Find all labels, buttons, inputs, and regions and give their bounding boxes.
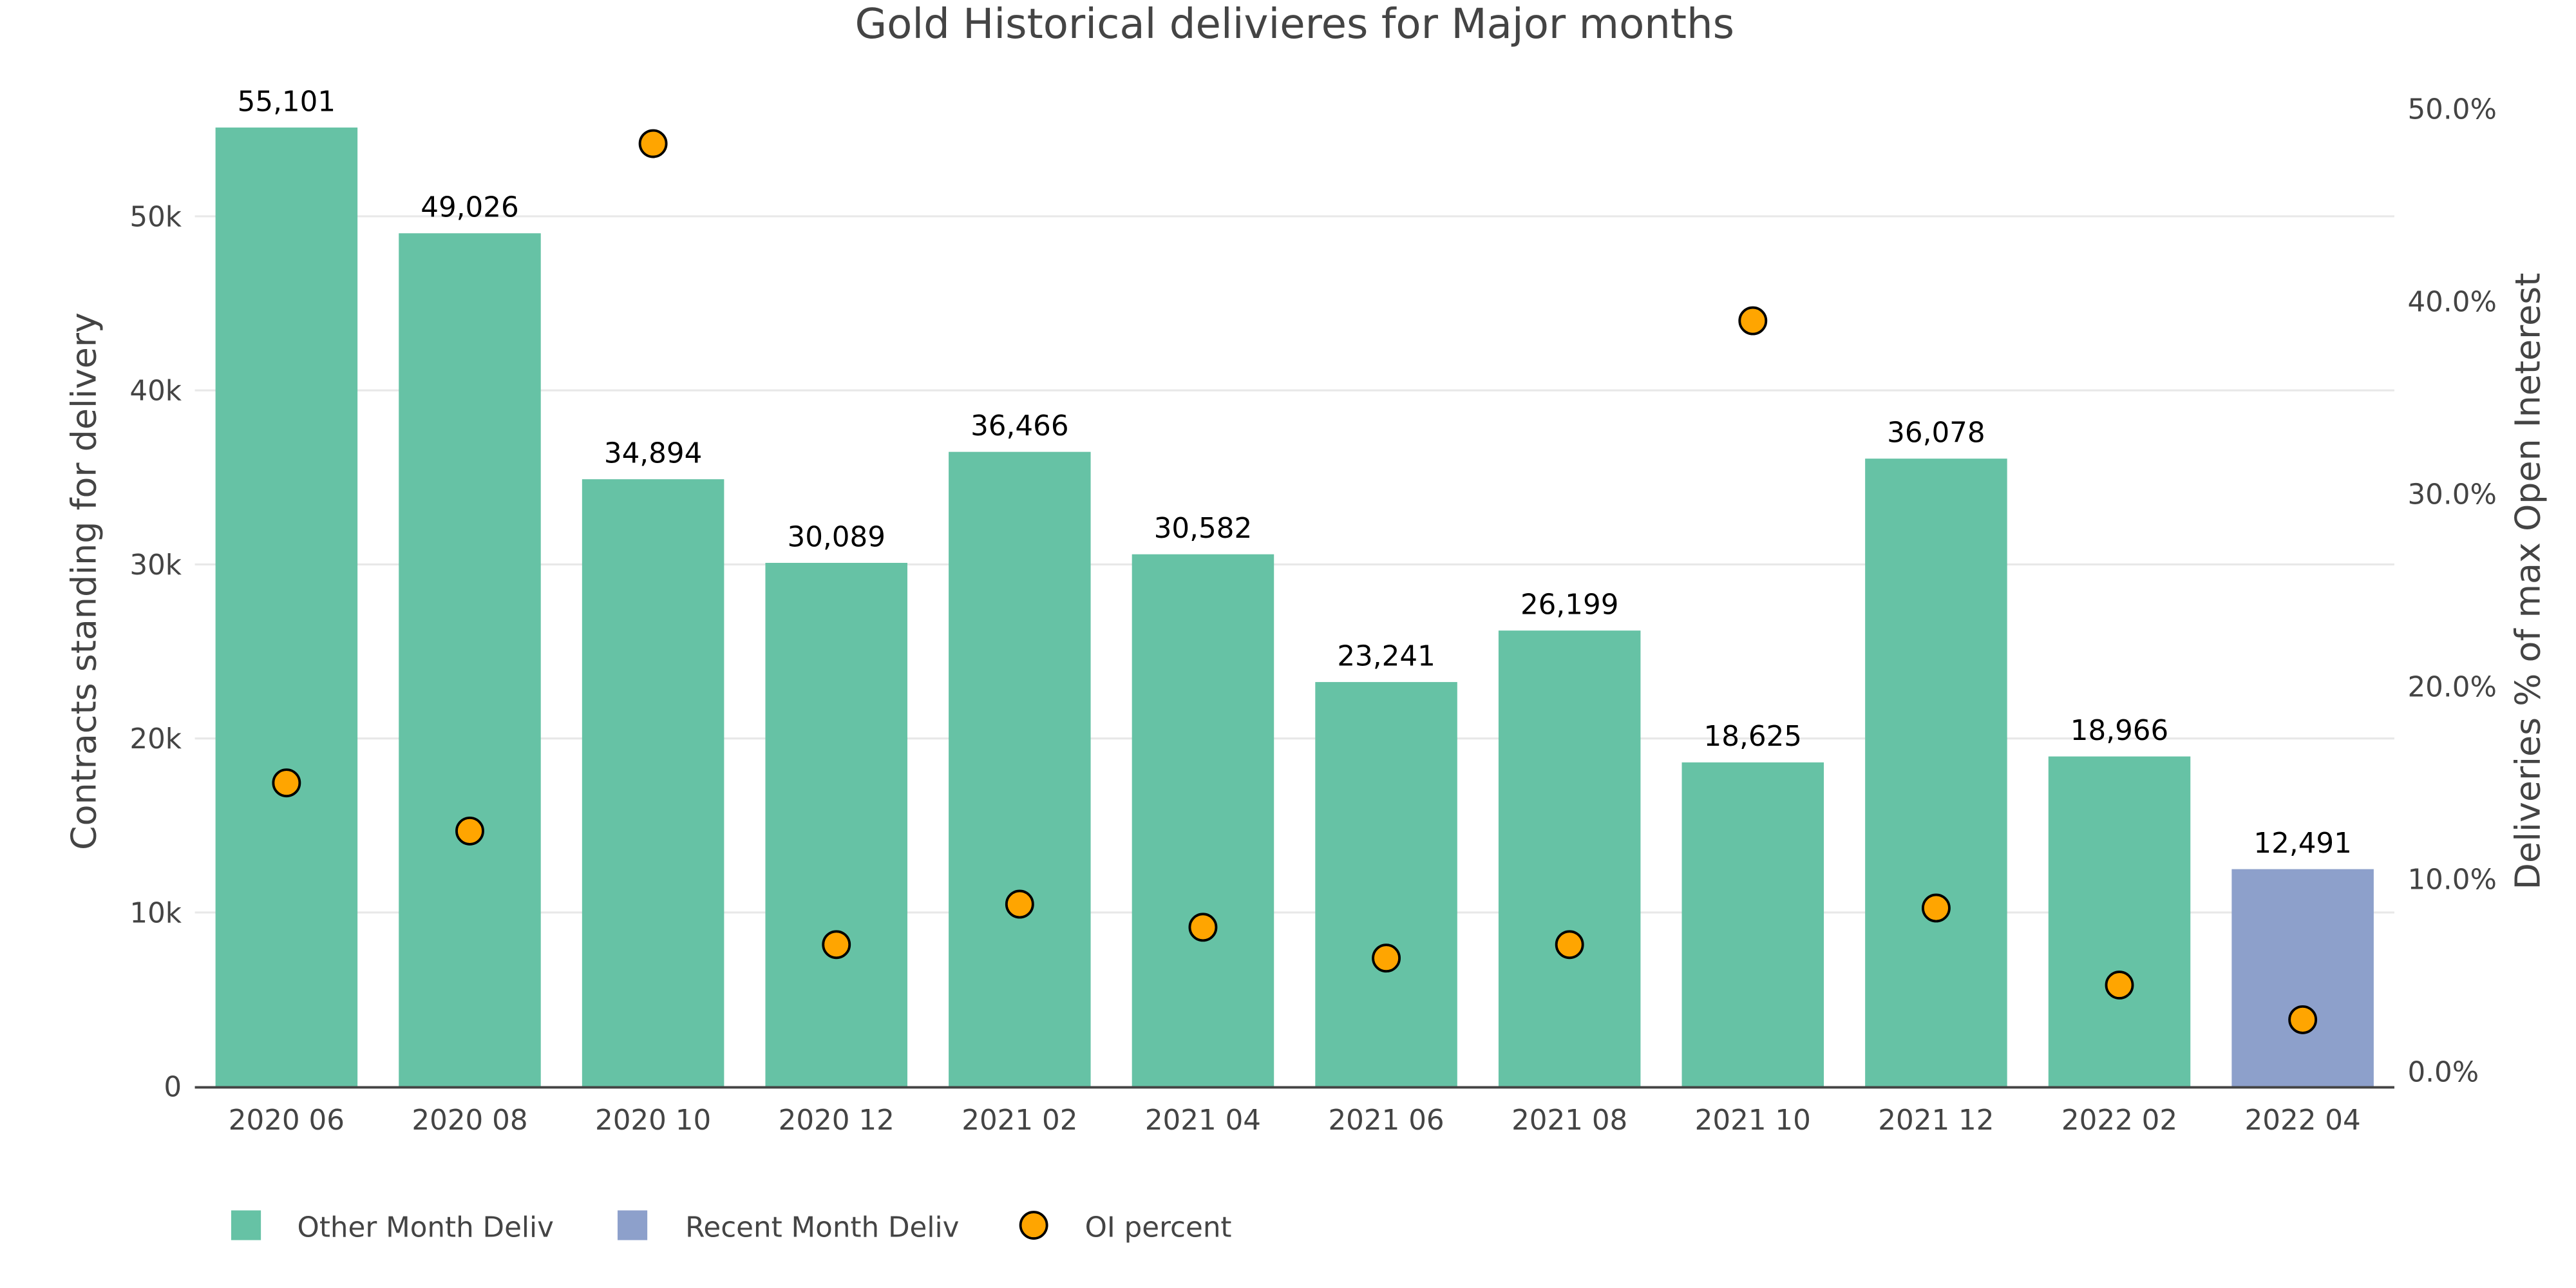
oi-percent-point[interactable]	[822, 930, 851, 960]
x-tick-label: 2021 02	[961, 1104, 1077, 1137]
bar-other-month[interactable]	[582, 479, 724, 1087]
x-tick-label: 2022 04	[2245, 1104, 2361, 1137]
bar-other-month[interactable]	[765, 563, 907, 1087]
y2-tick-label: 30.0%	[2407, 479, 2496, 511]
bar-data-label: 55,101	[238, 86, 336, 118]
oi-percent-point[interactable]	[638, 129, 668, 158]
x-tick-label: 2021 04	[1145, 1104, 1261, 1137]
legend: Other Month Deliv Recent Month Deliv OI …	[231, 1210, 1232, 1244]
legend-swatch-other	[231, 1210, 261, 1240]
y-tick-label: 10k	[129, 897, 182, 929]
bar-data-label: 36,466	[971, 410, 1068, 442]
y-tick-label: 20k	[129, 723, 182, 755]
y2-tick-label: 20.0%	[2407, 672, 2496, 704]
bar-other-month[interactable]	[1865, 459, 2007, 1087]
oi-percent-point[interactable]	[1188, 913, 1218, 942]
x-tick-label: 2021 06	[1328, 1104, 1444, 1137]
y-tick-label: 30k	[129, 549, 182, 582]
y-tick-label: 0	[164, 1072, 182, 1104]
y2-tick-label: 40.0%	[2407, 287, 2496, 319]
oi-percent-point[interactable]	[2105, 971, 2134, 1000]
bar-other-month[interactable]	[399, 233, 541, 1087]
bar-data-label: 34,894	[604, 438, 702, 470]
bar-other-month[interactable]	[1498, 630, 1641, 1087]
bar-data-label: 30,582	[1154, 513, 1252, 545]
bar-data-label: 23,241	[1337, 640, 1435, 672]
oi-percent-point[interactable]	[1738, 306, 1768, 336]
oi-percent-point[interactable]	[455, 816, 484, 846]
x-tick-label: 2022 02	[2061, 1104, 2177, 1137]
chart-title: Gold Historical delivieres for Major mon…	[855, 1, 1734, 48]
bar-other-month[interactable]	[949, 451, 1091, 1087]
legend-item-other-month[interactable]: Other Month Deliv	[231, 1210, 554, 1244]
bar-other-month[interactable]	[215, 128, 358, 1087]
oi-percent-point[interactable]	[1372, 943, 1401, 973]
bar-data-label: 30,089	[787, 521, 885, 553]
oi-percent-point[interactable]	[2288, 1005, 2318, 1034]
legend-swatch-recent	[617, 1210, 648, 1240]
bar-data-label: 18,966	[2070, 715, 2168, 747]
oi-percent-point[interactable]	[272, 768, 301, 798]
bar-other-month[interactable]	[1681, 762, 1824, 1087]
x-tick-label: 2020 10	[595, 1104, 711, 1137]
y-tick-label: 40k	[129, 375, 182, 408]
bar-recent-month[interactable]	[2231, 869, 2374, 1087]
oi-percent-point[interactable]	[1555, 930, 1584, 960]
legend-label-other: Other Month Deliv	[298, 1212, 554, 1244]
x-tick-label: 2020 12	[779, 1104, 895, 1137]
y2-tick-label: 10.0%	[2407, 864, 2496, 896]
x-tick-label: 2021 12	[1878, 1104, 1994, 1137]
x-tick-label: 2020 08	[412, 1104, 527, 1137]
y2-tick-label: 50.0%	[2407, 94, 2496, 126]
legend-label-recent: Recent Month Deliv	[685, 1212, 959, 1244]
bar-data-label: 12,491	[2253, 828, 2351, 860]
x-tick-label: 2021 08	[1511, 1104, 1627, 1137]
legend-label-oi: OI percent	[1085, 1212, 1232, 1244]
bar-data-label: 18,625	[1704, 721, 1802, 753]
bar-other-month[interactable]	[1132, 554, 1274, 1087]
oi-percent-point[interactable]	[1005, 889, 1034, 919]
bar-other-month[interactable]	[1315, 682, 1457, 1087]
bar-data-label: 26,199	[1520, 589, 1618, 621]
y2-axis-title: Deliveries % of max Open Ineterest	[2508, 273, 2548, 890]
y2-tick-label: 0.0%	[2407, 1056, 2479, 1088]
y-axis-title: Contracts standing for delivery	[64, 312, 104, 850]
bar-data-label: 49,026	[421, 192, 518, 224]
y-tick-label: 50k	[129, 201, 182, 233]
legend-item-recent-month[interactable]: Recent Month Deliv	[617, 1210, 959, 1244]
x-tick-label: 2021 10	[1695, 1104, 1811, 1137]
x-tick-label: 2020 06	[229, 1104, 345, 1137]
oi-percent-point[interactable]	[1921, 893, 1951, 923]
legend-item-oi-percent[interactable]: OI percent	[1019, 1211, 1232, 1244]
bar-other-month[interactable]	[2048, 756, 2191, 1087]
bar-data-label: 36,078	[1887, 417, 1985, 450]
legend-marker-oi	[1019, 1211, 1048, 1240]
